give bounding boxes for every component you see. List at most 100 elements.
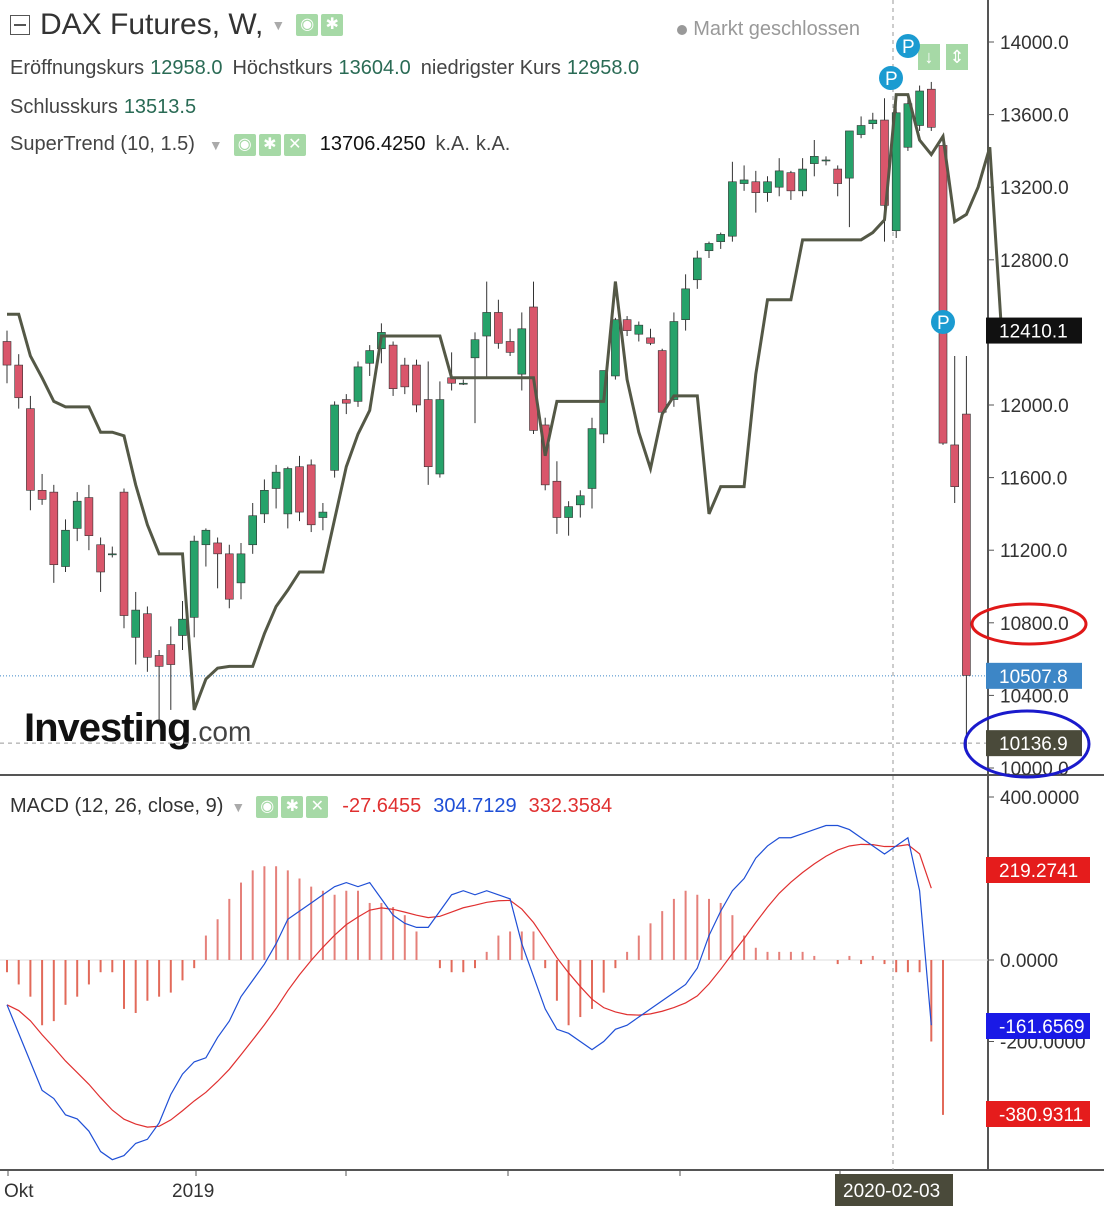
close-icon[interactable]: ✕ (306, 795, 329, 818)
candle-body (821, 159, 831, 162)
candle-body (26, 408, 35, 491)
candle-body (517, 328, 527, 375)
candle-body (529, 306, 538, 431)
gear-icon[interactable]: ✱ (281, 795, 304, 818)
candle-body (470, 339, 480, 359)
candle-body (458, 382, 468, 385)
macd-line-tag: -161.6569 (999, 1017, 1085, 1038)
candle-body (131, 609, 140, 638)
chevron-down-icon[interactable]: ▼ (231, 798, 246, 815)
candle-body (400, 364, 410, 388)
candle-body (938, 145, 948, 444)
candle-body (435, 399, 445, 475)
crosshair-price-tag-bg (986, 730, 1082, 757)
crosshair-price-tag: 10136.9 (999, 734, 1068, 755)
candle-body (926, 88, 936, 128)
candle-body (283, 468, 293, 515)
eye-icon[interactable]: ◉ (256, 795, 279, 818)
candle-body (14, 364, 23, 399)
candle-body (72, 500, 82, 529)
macd-histogram (6, 866, 944, 1115)
last-price-tag: 10507.8 (999, 667, 1068, 688)
candle-body (962, 413, 971, 676)
arrow-up-down-icon[interactable]: ⇕ (946, 44, 968, 70)
candle-body (891, 112, 901, 232)
y-tick-label: 12000.0 (1000, 396, 1069, 417)
gear-icon[interactable]: ✱ (321, 14, 344, 36)
supertrend-line (7, 93, 1003, 711)
pin-marker-label: P (885, 69, 898, 90)
collapse-toggle-icon[interactable] (10, 15, 30, 35)
macd-signal-tag-bg (986, 857, 1090, 883)
candle-body (166, 644, 176, 665)
y-tick-label: 14000.0 (1000, 33, 1069, 54)
candle-body (950, 444, 960, 487)
macd-signal-line (6, 843, 932, 1128)
market-status-text: Markt geschlossen (693, 18, 860, 40)
candle-body (119, 491, 129, 616)
macd-y-tick-label: 400.0000 (1000, 788, 1079, 809)
candle-body (856, 125, 866, 135)
candle-body (388, 344, 398, 389)
macd-signal-tag: 219.2741 (999, 861, 1078, 882)
x-tick-label: Okt (4, 1181, 34, 1202)
candle-body (2, 341, 12, 366)
candle-body (341, 399, 351, 404)
candle-body (552, 480, 562, 518)
eye-icon[interactable]: ◉ (296, 14, 319, 36)
candle-body (482, 312, 492, 337)
candle-body (798, 168, 807, 192)
macd-legend: MACD (12, 26, close, 9) ▼ ◉ ✱ ✕ -27.6455… (10, 795, 612, 818)
last-price-tag-bg (986, 662, 1082, 689)
close-icon[interactable]: ✕ (283, 133, 306, 156)
candle-body (178, 618, 187, 636)
candle-body (692, 257, 702, 281)
pin-marker-icon (879, 66, 903, 90)
arrow-down-icon[interactable]: ↓ (918, 44, 940, 70)
candle-body (306, 464, 316, 526)
candle-body (108, 553, 117, 556)
macd-y-tick-label: 0.0000 (1000, 951, 1058, 972)
blue-annotation-ellipse (963, 709, 1091, 779)
chevron-down-icon[interactable]: ▼ (271, 17, 286, 33)
supertrend-price-tag-bg (986, 317, 1082, 344)
macd-line (6, 824, 932, 1161)
candle-body (681, 288, 690, 320)
supertrend-price-tag: 12410.1 (999, 322, 1068, 343)
candle-body (611, 319, 620, 377)
candle-body (423, 399, 433, 468)
candle-body (716, 234, 726, 242)
candle-body (236, 553, 246, 584)
candle-body (494, 312, 503, 344)
candle-body (575, 495, 585, 506)
candle-body (154, 655, 164, 667)
macd-line-value: 304.7129 (433, 795, 517, 817)
macd-line-tag-bg (986, 1013, 1090, 1039)
macd-signal-value: 332.3584 (528, 795, 613, 817)
red-annotation-ellipse (970, 602, 1088, 646)
crosshair-date-tag: 2020-02-03 (843, 1181, 940, 1202)
candle-body (248, 515, 257, 546)
gear-icon[interactable]: ✱ (258, 133, 281, 156)
candle-body (564, 506, 573, 518)
candles (2, 81, 971, 750)
candle-body (728, 181, 737, 237)
y-tick-label: 10800.0 (1000, 614, 1069, 635)
macd-hist-value: -27.6455 (342, 795, 422, 817)
candle-body (774, 170, 784, 188)
candle-body (225, 553, 234, 600)
candle-body (786, 172, 796, 192)
macd-label: MACD (12, 26, close, 9) (10, 795, 224, 817)
eye-icon[interactable]: ◉ (233, 133, 256, 156)
market-status: Markt geschlossen (677, 18, 860, 41)
x-tick-label: 2019 (172, 1181, 214, 1202)
candle-body (143, 613, 152, 658)
candle-body (353, 366, 363, 402)
candle-body (201, 529, 211, 546)
scroll-buttons: ↓ ⇕ (918, 44, 968, 70)
candle-body (49, 491, 59, 566)
chevron-down-icon[interactable]: ▼ (208, 136, 223, 153)
candle-body (669, 321, 679, 400)
candle-body (704, 243, 714, 252)
